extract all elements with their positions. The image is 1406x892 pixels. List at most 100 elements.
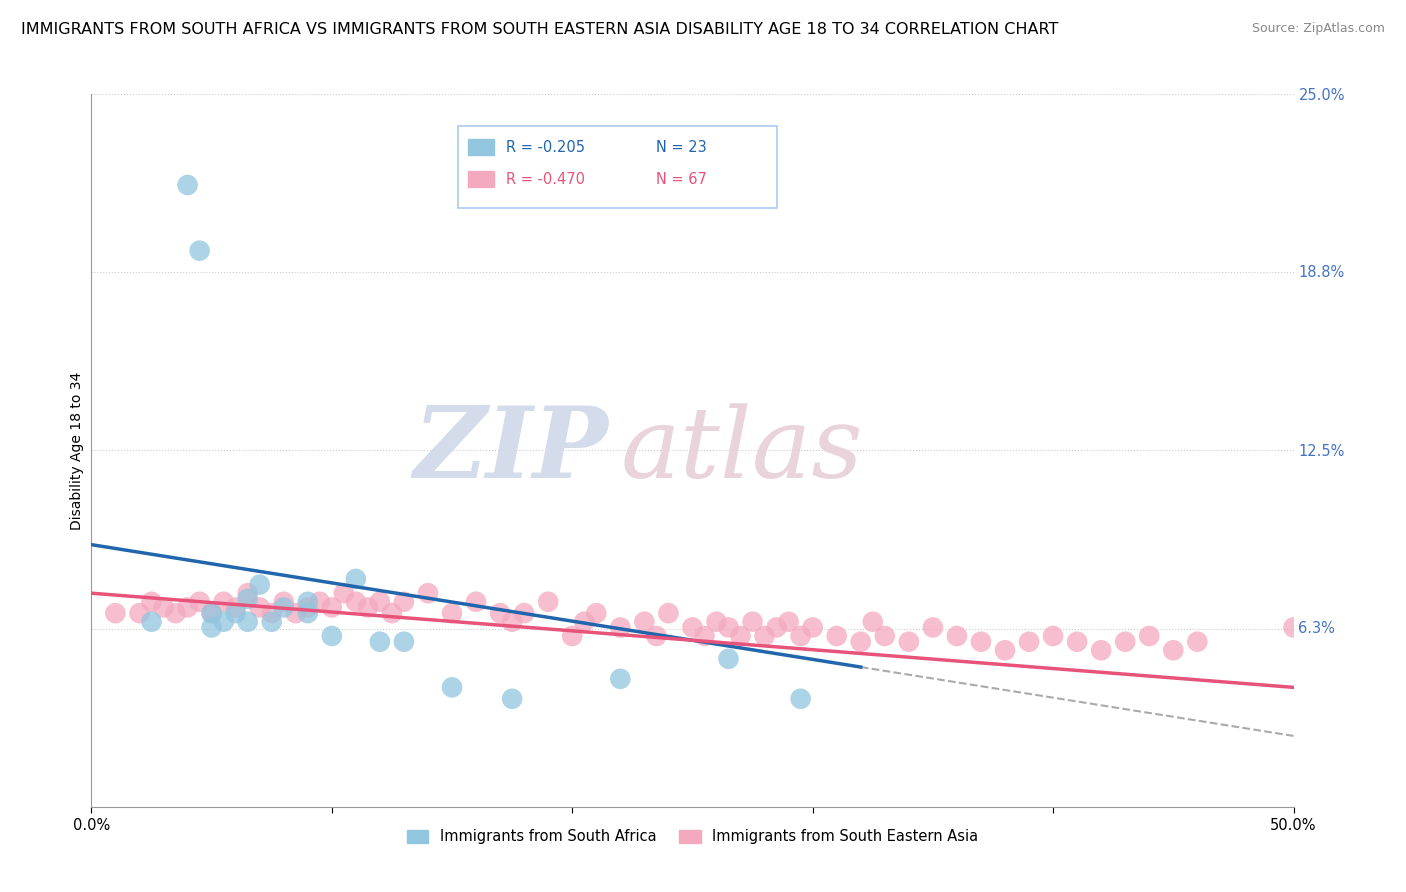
Point <box>825 629 848 643</box>
Point <box>236 586 259 600</box>
Point <box>741 615 763 629</box>
Point <box>201 606 224 620</box>
Point <box>284 606 307 620</box>
Point <box>249 577 271 591</box>
Point <box>321 629 343 643</box>
Point <box>368 634 391 648</box>
Point <box>501 691 523 706</box>
Point <box>297 600 319 615</box>
Text: N = 67: N = 67 <box>657 172 707 186</box>
Point <box>645 629 668 643</box>
Point <box>789 691 811 706</box>
Point <box>849 634 872 648</box>
Point <box>994 643 1017 657</box>
Point <box>188 244 211 258</box>
Text: R = -0.205: R = -0.205 <box>506 140 585 154</box>
Bar <box>468 171 494 187</box>
Point <box>381 606 404 620</box>
FancyBboxPatch shape <box>458 126 776 208</box>
Point <box>897 634 920 648</box>
Point <box>260 606 283 620</box>
Text: IMMIGRANTS FROM SOUTH AFRICA VS IMMIGRANTS FROM SOUTH EASTERN ASIA DISABILITY AG: IMMIGRANTS FROM SOUTH AFRICA VS IMMIGRAN… <box>21 22 1059 37</box>
Point <box>416 586 439 600</box>
Point <box>308 595 330 609</box>
Point <box>273 600 295 615</box>
Point <box>574 615 596 629</box>
Text: N = 23: N = 23 <box>657 140 707 154</box>
Point <box>657 606 679 620</box>
Point <box>297 595 319 609</box>
Point <box>128 606 150 620</box>
Point <box>465 595 488 609</box>
Point <box>344 572 367 586</box>
Point <box>946 629 969 643</box>
Point <box>212 595 235 609</box>
Point <box>1282 620 1305 634</box>
Text: R = -0.470: R = -0.470 <box>506 172 585 186</box>
Point <box>1090 643 1112 657</box>
Point <box>152 600 174 615</box>
Point <box>862 615 884 629</box>
Point <box>392 595 415 609</box>
Point <box>730 629 752 643</box>
Point <box>344 595 367 609</box>
Point <box>1114 634 1136 648</box>
Point <box>1018 634 1040 648</box>
Point <box>754 629 776 643</box>
Point <box>236 591 259 606</box>
Legend: Immigrants from South Africa, Immigrants from South Eastern Asia: Immigrants from South Africa, Immigrants… <box>401 823 984 850</box>
Text: atlas: atlas <box>620 403 863 498</box>
Point <box>188 595 211 609</box>
Point <box>609 620 631 634</box>
Bar <box>468 139 494 155</box>
Point <box>104 606 127 620</box>
Point <box>1161 643 1184 657</box>
Point <box>260 615 283 629</box>
Point <box>165 606 187 620</box>
Point <box>1066 634 1088 648</box>
Point <box>440 681 463 695</box>
Point <box>440 606 463 620</box>
Point <box>693 629 716 643</box>
Point <box>1187 634 1209 648</box>
Point <box>717 620 740 634</box>
Point <box>1042 629 1064 643</box>
Point <box>212 615 235 629</box>
Point <box>717 652 740 666</box>
Point <box>141 595 163 609</box>
Point <box>333 586 356 600</box>
Point <box>970 634 993 648</box>
Point <box>922 620 945 634</box>
Point <box>706 615 728 629</box>
Point <box>249 600 271 615</box>
Point <box>273 595 295 609</box>
Point <box>681 620 703 634</box>
Point <box>778 615 800 629</box>
Point <box>873 629 896 643</box>
Point <box>765 620 787 634</box>
Point <box>357 600 380 615</box>
Point <box>225 606 247 620</box>
Point <box>201 620 224 634</box>
Point <box>176 178 198 192</box>
Point <box>297 606 319 620</box>
Point <box>801 620 824 634</box>
Point <box>609 672 631 686</box>
Point <box>1137 629 1160 643</box>
Text: Source: ZipAtlas.com: Source: ZipAtlas.com <box>1251 22 1385 36</box>
Point <box>513 606 536 620</box>
Point <box>585 606 607 620</box>
Text: ZIP: ZIP <box>413 402 609 499</box>
Point <box>321 600 343 615</box>
Point <box>236 615 259 629</box>
Point <box>537 595 560 609</box>
Point <box>141 615 163 629</box>
Y-axis label: Disability Age 18 to 34: Disability Age 18 to 34 <box>70 371 84 530</box>
Point <box>225 600 247 615</box>
Point <box>633 615 655 629</box>
Point <box>561 629 583 643</box>
Point <box>789 629 811 643</box>
Point <box>392 634 415 648</box>
Point <box>201 606 224 620</box>
Point <box>501 615 523 629</box>
